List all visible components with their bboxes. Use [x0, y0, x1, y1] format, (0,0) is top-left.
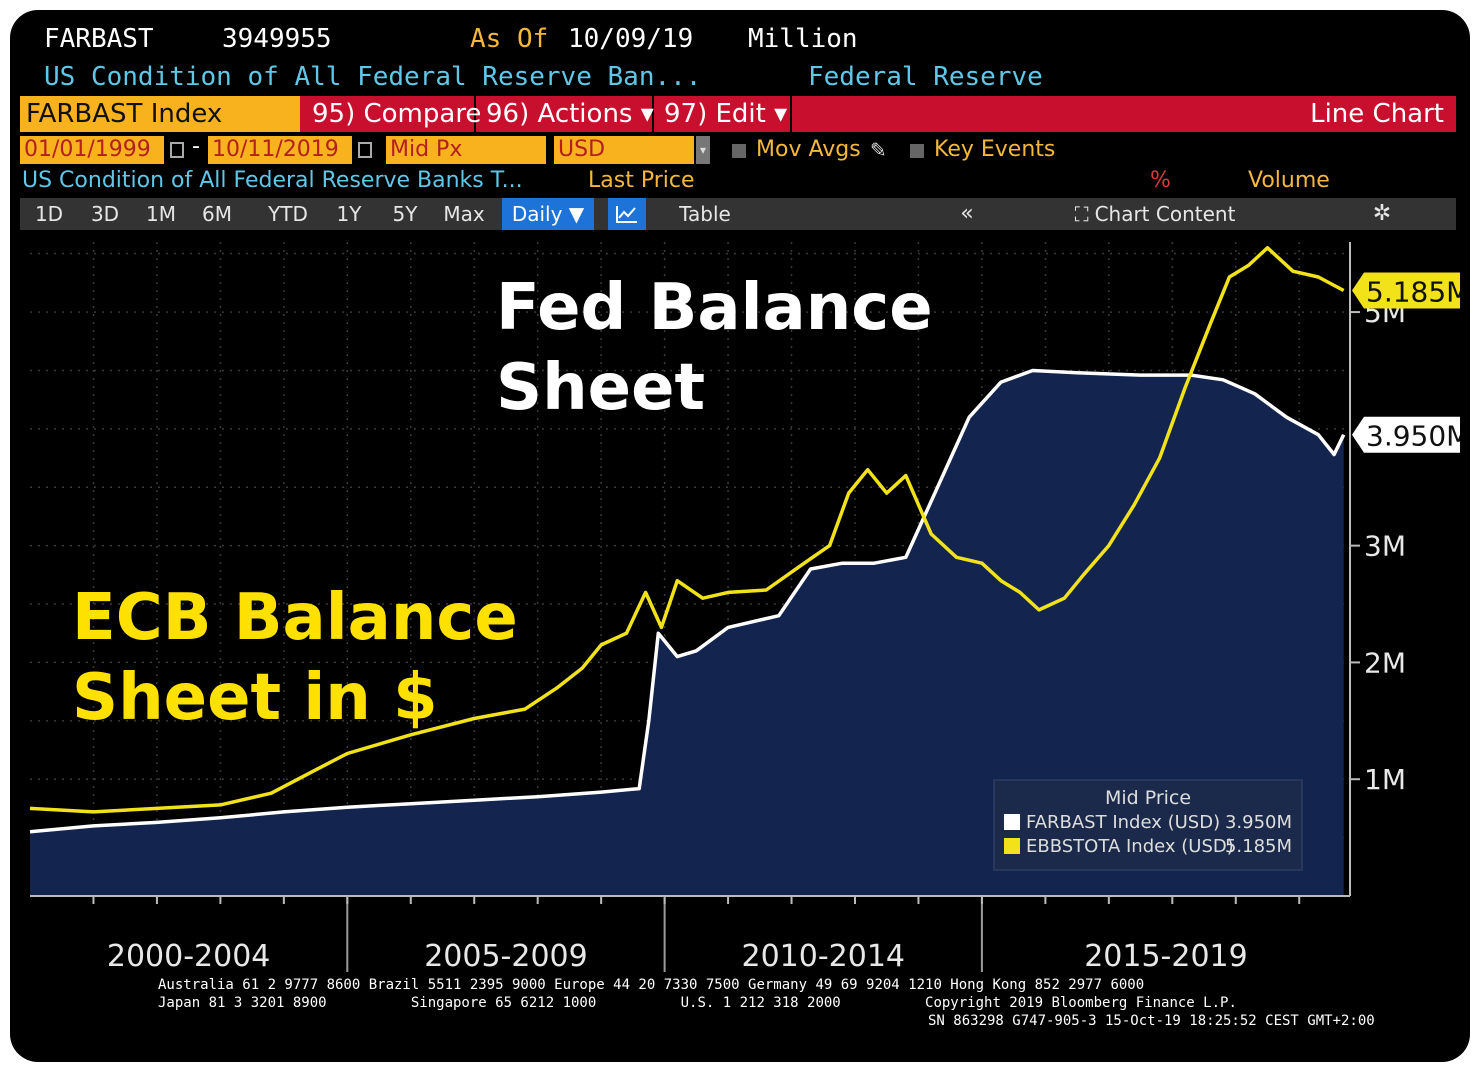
actions-button[interactable]: 96) Actions ▾: [478, 96, 654, 132]
gear-icon[interactable]: ✲: [1372, 201, 1392, 226]
chart-content-icon: ⛶: [1074, 202, 1089, 226]
period-max-button[interactable]: Max: [443, 202, 485, 226]
y-tick-label: 3M: [1364, 530, 1406, 563]
mov-avgs-label[interactable]: Mov Avgs: [756, 137, 861, 162]
as-of-date: 10/09/19: [568, 24, 694, 54]
fed-annotation-line2: Sheet: [496, 351, 706, 425]
chart-parameters: 01/01/1999 - 10/11/2019 Mid Px USD ▾ Mov…: [20, 134, 1456, 166]
period-6m-button[interactable]: 6M: [202, 202, 232, 226]
x-group-label: 2005-2009: [424, 939, 588, 974]
header-value: 3949955: [222, 24, 332, 54]
calendar-icon[interactable]: [170, 142, 184, 158]
currency-select[interactable]: USD: [554, 136, 694, 164]
ecb-annotation: ECB Balance Sheet in $: [72, 578, 518, 738]
legend-title: Mid Price: [1105, 787, 1191, 809]
chevron-down-icon[interactable]: ▾: [696, 136, 710, 164]
pencil-icon[interactable]: ✎: [870, 138, 887, 162]
command-bar: FARBAST Index 95) Compare 96) Actions ▾ …: [20, 96, 1456, 132]
period-5y-button[interactable]: 5Y: [392, 202, 418, 226]
fed-balance-area: [30, 370, 1344, 896]
ecb-annotation-line1: ECB Balance: [72, 581, 518, 655]
legend-swatch-fed: [1004, 814, 1020, 830]
x-group-label: 2010-2014: [742, 939, 906, 974]
frequency-select[interactable]: Daily ▼: [502, 198, 594, 230]
as-of-label: As Of: [470, 24, 549, 54]
chart-content-button[interactable]: ⛶ Chart Content: [1050, 198, 1260, 230]
footer-line3: SN 863298 G747-905-3 15-Oct-19 18:25:52 …: [928, 1013, 1375, 1029]
chart-series: [29, 246, 1346, 834]
terminal-footer: Australia 61 2 9777 8600 Brazil 5511 239…: [158, 976, 1375, 1030]
period-ytd-button[interactable]: YTD: [268, 202, 308, 226]
chart-type-selector[interactable]: Line Chart: [1310, 99, 1444, 129]
chart-toolbar: 1D 3D 1M 6M YTD 1Y 5Y Max Daily ▼ Table …: [20, 198, 1456, 230]
last-value-tag-bg: [1352, 416, 1460, 453]
compare-button[interactable]: 95) Compare: [304, 96, 481, 132]
period-1y-button[interactable]: 1Y: [336, 202, 362, 226]
legend-series-value: 3.950M: [1225, 812, 1292, 833]
start-date-field[interactable]: 01/01/1999: [20, 136, 164, 164]
fed-last-value-tag: 3.950M: [1352, 416, 1460, 453]
legend-series-name: FARBAST Index (USD): [1026, 812, 1220, 833]
y-tick-label: 1M: [1364, 763, 1406, 796]
footer-line1: Australia 61 2 9777 8600 Brazil 5511 239…: [158, 977, 1145, 993]
end-date-field[interactable]: 10/11/2019: [208, 136, 352, 164]
source-label: Federal Reserve: [808, 62, 1043, 92]
ecb-annotation-line2: Sheet in $: [72, 661, 438, 735]
period-1d-button[interactable]: 1D: [34, 202, 64, 226]
ecb-balance-line: [29, 246, 1345, 814]
fed-area-fill: [30, 370, 1344, 896]
security-field[interactable]: FARBAST Index: [20, 96, 300, 132]
fed-annotation-line1: Fed Balance: [496, 271, 933, 345]
price-field-select[interactable]: Mid Px: [386, 136, 546, 164]
period-3d-button[interactable]: 3D: [90, 202, 120, 226]
footer-line2: Japan 81 3 3201 8900 Singapore 65 6212 1…: [158, 995, 1237, 1011]
calendar-icon[interactable]: [358, 142, 372, 158]
x-group-label: 2015-2019: [1084, 939, 1248, 974]
x-group-label: 2000-2004: [107, 939, 271, 974]
table-button[interactable]: Table: [679, 202, 731, 226]
chart-content-label: Chart Content: [1094, 202, 1236, 226]
units-label: Million: [748, 24, 858, 54]
period-1m-button[interactable]: 1M: [146, 202, 176, 226]
legend-box: [993, 779, 1303, 871]
header-ticker: FARBAST: [44, 24, 154, 54]
fed-balance-line: [29, 368, 1346, 834]
legend-series-name: EBBSTOTA Index (USD): [1026, 836, 1234, 857]
collapse-icon[interactable]: «: [960, 201, 974, 226]
last-value-tag-bg: [1352, 272, 1460, 309]
series-description: US Condition of All Federal Reserve Bank…: [22, 168, 523, 193]
chart-axes: [30, 242, 1360, 972]
edit-button[interactable]: 97) Edit ▾: [656, 96, 792, 132]
last-value-tag-text: 3.950M: [1366, 420, 1460, 453]
legend-series-value: 5.185M: [1225, 836, 1292, 857]
security-description: US Condition of All Federal Reserve Ban.…: [44, 62, 702, 92]
percent-label[interactable]: %: [1150, 168, 1171, 193]
chart-legend: Mid Price FARBAST Index (USD) 3.950M EBBSTO…: [993, 779, 1303, 871]
legend-swatch-ecb: [1004, 838, 1020, 854]
ecb-last-value-tag: 5.185M: [1352, 272, 1460, 309]
last-value-tag-text: 5.185M: [1366, 275, 1460, 308]
volume-label[interactable]: Volume: [1248, 168, 1330, 193]
last-price-label[interactable]: Last Price: [588, 168, 695, 193]
key-events-label[interactable]: Key Events: [934, 137, 1056, 162]
bloomberg-terminal-window: FARBAST 3949955 As Of 10/09/19 Million U…: [10, 10, 1470, 1062]
key-events-checkbox[interactable]: [910, 144, 924, 158]
y-tick-label: 2M: [1364, 646, 1406, 679]
date-range-dash: -: [192, 134, 200, 159]
mov-avgs-checkbox[interactable]: [732, 144, 746, 158]
fed-annotation: Fed Balance Sheet: [496, 268, 933, 428]
line-chart-icon[interactable]: [608, 198, 646, 230]
